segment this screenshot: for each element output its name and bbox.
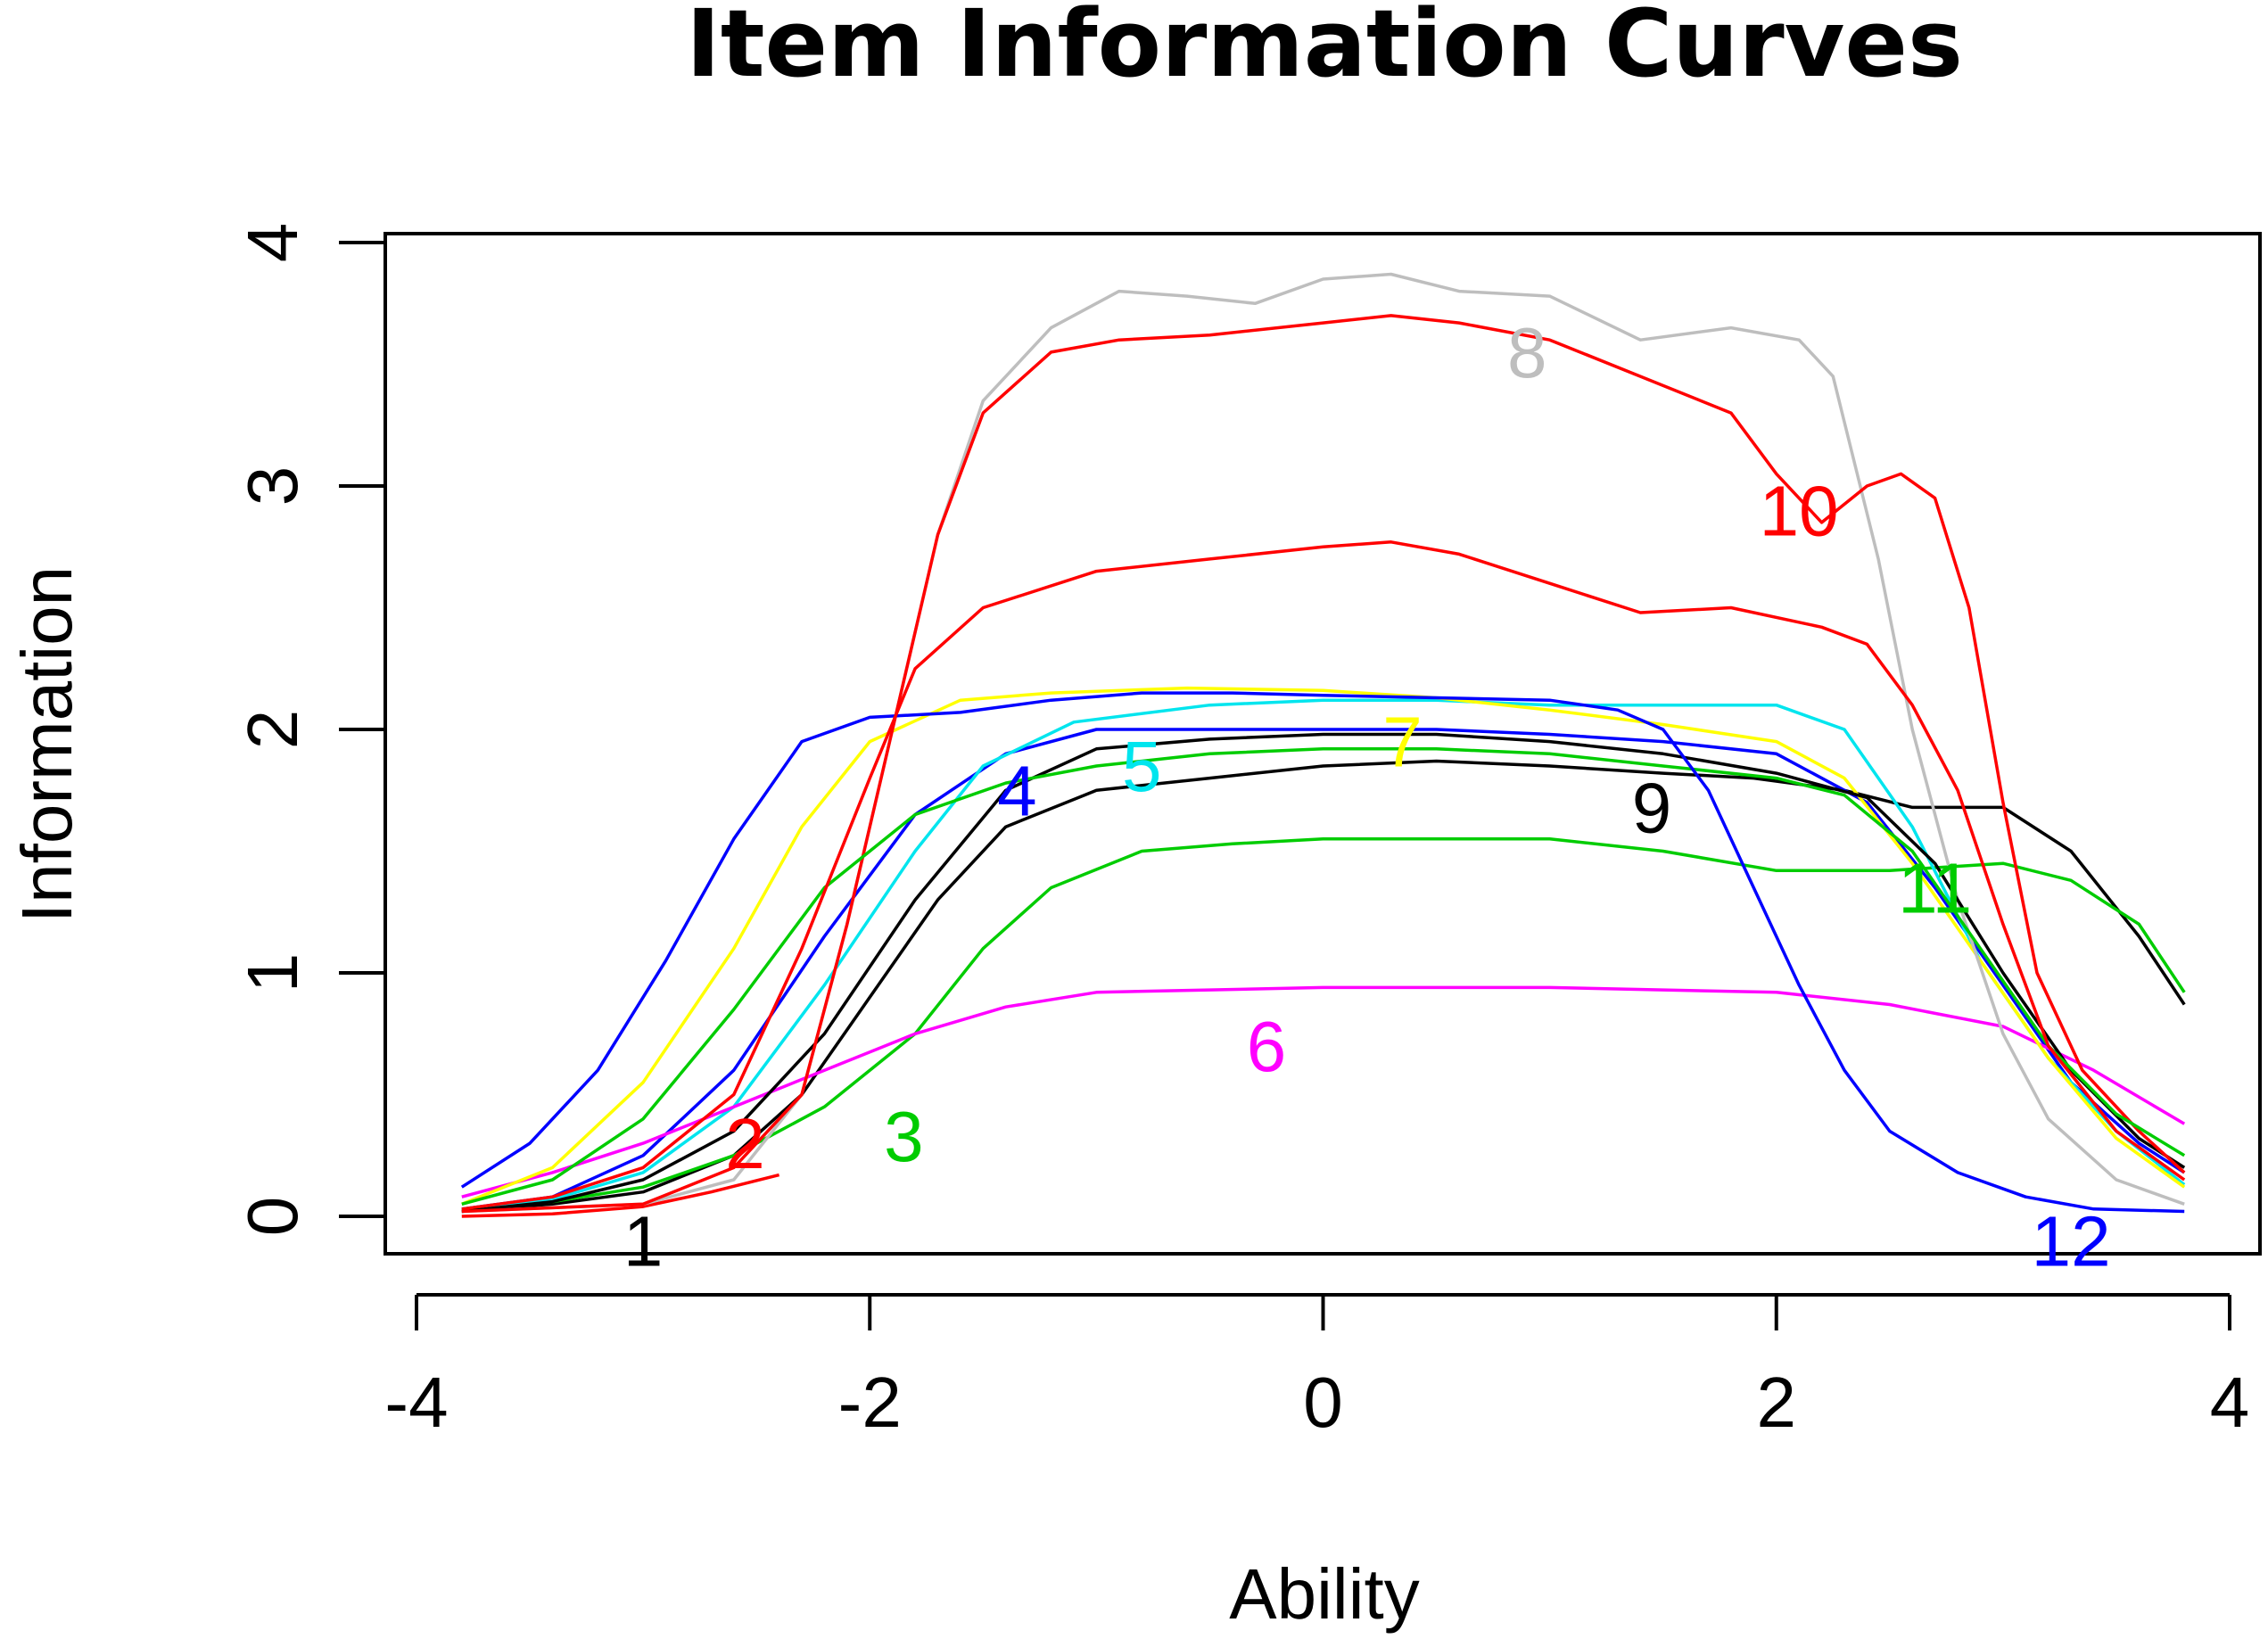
series-line-11 [461, 747, 2186, 1206]
series-line-4 [461, 728, 2186, 1211]
x-axis: -4 -2 0 2 4 [384, 1293, 2250, 1442]
series-line-unlabeled-12 [461, 540, 2186, 1211]
curve-label-6: 6 [1247, 1007, 1287, 1086]
y-tick-label: 1 [233, 953, 312, 993]
curve-label-10: 10 [1760, 471, 1839, 550]
curve-label-9: 9 [1632, 768, 1672, 847]
series-line-9 [461, 732, 2186, 1214]
series-line-12 [460, 691, 2185, 1214]
x-axis-label: Ability [1229, 1554, 1419, 1634]
y-tick-label: 2 [233, 710, 312, 750]
curve-label-2: 2 [725, 1104, 765, 1183]
series-line-10 [461, 314, 2186, 1214]
series-line-1 [461, 759, 2186, 1214]
curve-label-1: 1 [623, 1201, 664, 1281]
y-axis: 0 1 2 3 4 [233, 223, 387, 1237]
series-line-2 [461, 1173, 780, 1218]
y-tick-label: 3 [233, 466, 312, 507]
curve-label-11: 11 [1898, 848, 1972, 927]
series-line-8 [461, 272, 2185, 1214]
curve-label-7: 7 [1382, 703, 1423, 782]
y-axis-label: Information [7, 566, 87, 923]
x-tick-label: 2 [1757, 1363, 1797, 1442]
curve-label-8: 8 [1507, 313, 1547, 392]
series-line-7 [461, 686, 2186, 1206]
chart-title: Item Information Curves [686, 0, 1963, 98]
x-tick-label: -4 [384, 1363, 448, 1442]
series-line-6 [461, 985, 2186, 1198]
curve-label-12: 12 [2032, 1201, 2111, 1281]
y-tick-label: 4 [233, 223, 312, 263]
curve-label-5: 5 [1122, 727, 1162, 806]
x-tick-label: 4 [2210, 1363, 2250, 1442]
x-tick-label: 0 [1303, 1363, 1343, 1442]
y-tick-label: 0 [233, 1197, 312, 1237]
series-layer [460, 272, 2186, 1218]
plot-frame [383, 232, 2262, 1256]
curve-label-3: 3 [884, 1097, 924, 1176]
curve-label-4: 4 [997, 751, 1037, 830]
series-line-5 [461, 698, 2186, 1211]
x-tick-label: -2 [838, 1363, 902, 1442]
